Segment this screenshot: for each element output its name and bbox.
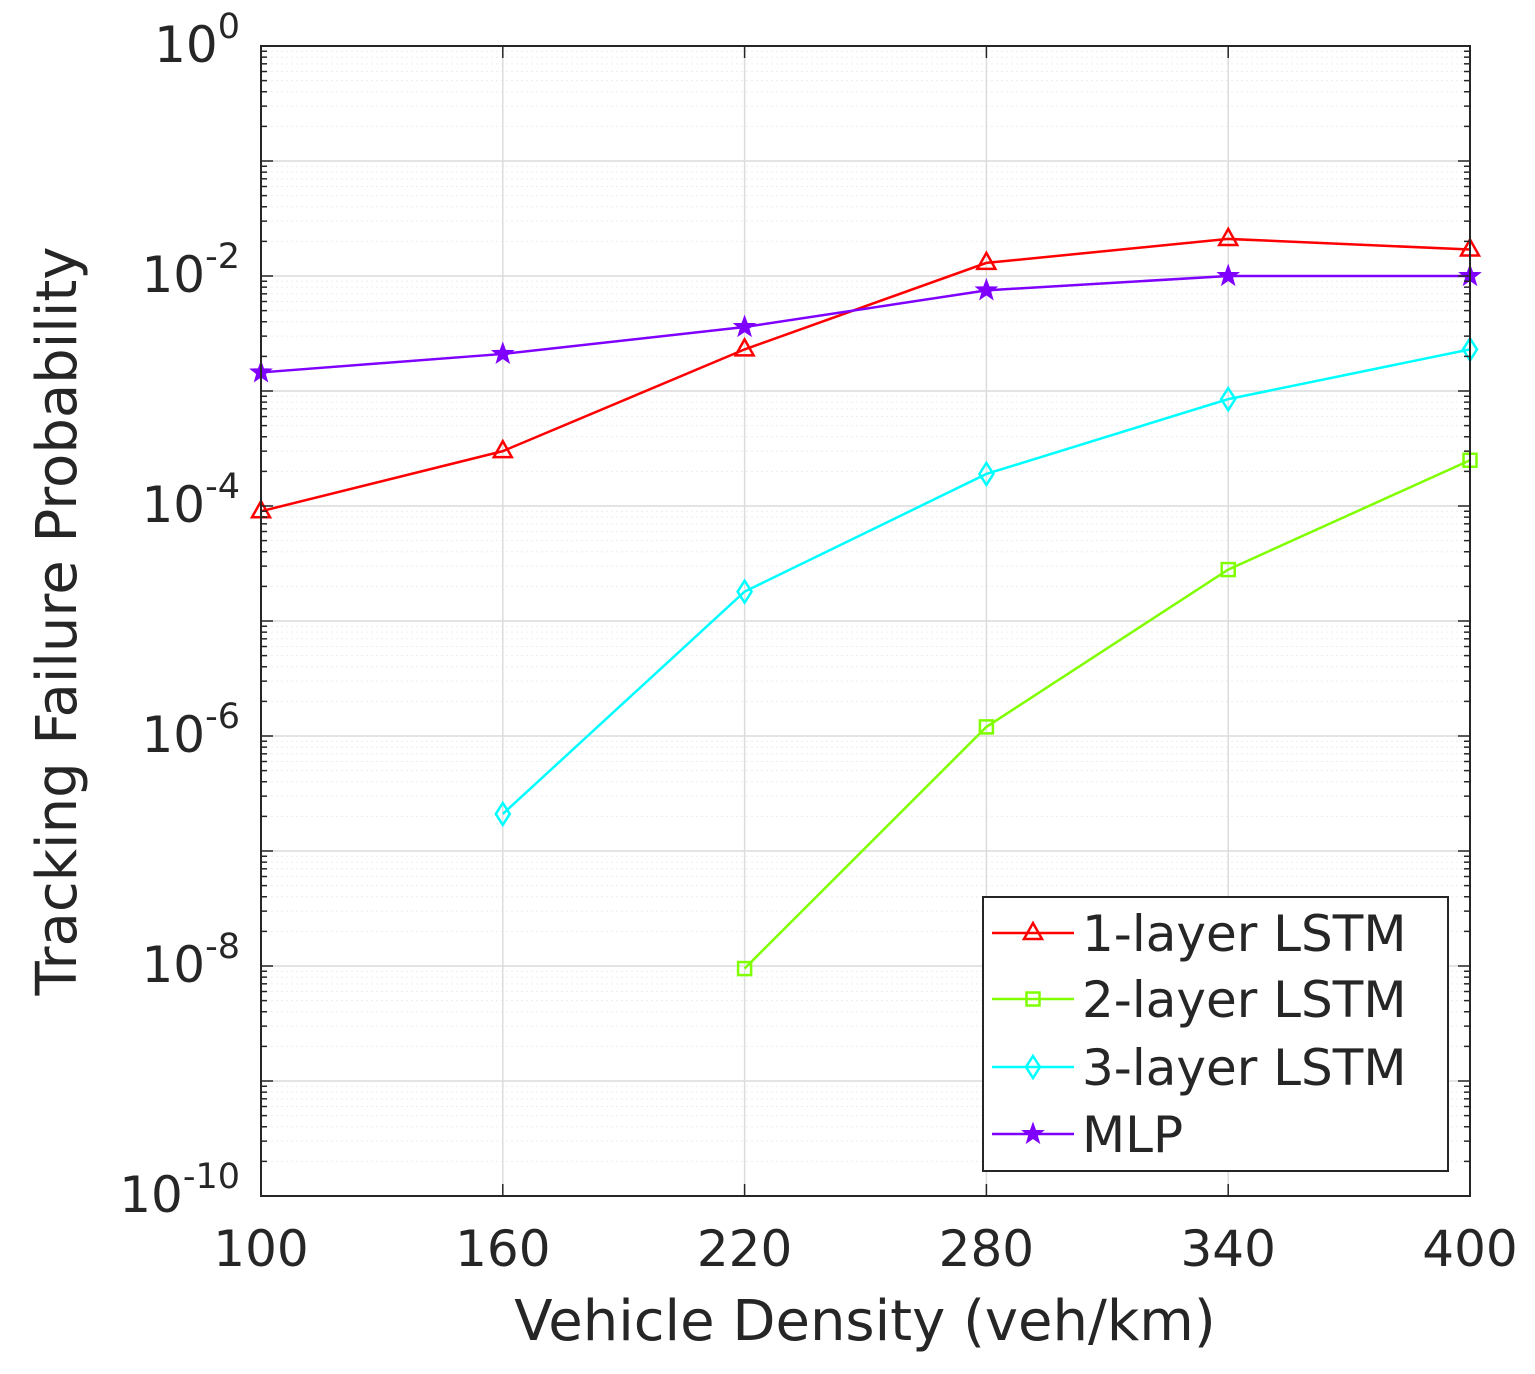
y-tick-label: 10-6: [141, 697, 240, 764]
tick-labels: 100 160 220 280 340 400 100 10-2 10-4 10-6 10-8 10-…: [119, 7, 1518, 1278]
square-marker: [736, 960, 753, 977]
star-marker: [490, 341, 515, 365]
diamond-marker: [977, 460, 995, 488]
legend-entry: 2-layer LSTM: [992, 971, 1406, 1029]
legend-label: 3-layer LSTM: [1082, 1039, 1406, 1097]
triangle-marker: [1217, 226, 1240, 247]
legend-label: MLP: [1082, 1106, 1183, 1164]
x-tick-label: 400: [1422, 1220, 1517, 1278]
x-tick-label: 280: [939, 1220, 1034, 1278]
square-marker: [1220, 561, 1236, 578]
diamond-marker: [736, 578, 754, 605]
diamond-marker: [494, 800, 512, 828]
x-tick-label: 160: [455, 1220, 550, 1278]
series-line: [501, 348, 1471, 815]
star-marker: [1021, 1121, 1045, 1145]
diamond-marker: [1219, 385, 1237, 413]
x-axis-title: Vehicle Density (veh/km): [514, 1289, 1215, 1354]
triangle-marker: [1021, 920, 1045, 941]
legend-label: 1-layer LSTM: [1082, 905, 1406, 963]
y-tick-label: 100: [154, 7, 240, 74]
y-axis-title: Tracking Failure Probability: [25, 247, 90, 997]
diamond-marker: [1024, 1053, 1042, 1081]
legend-entry: 3-layer LSTM: [992, 1039, 1406, 1097]
y-tick-label: 10-2: [141, 237, 240, 304]
minor-grid: [261, 50, 1470, 1162]
triangle-marker: [491, 438, 514, 459]
triangle-marker: [733, 336, 756, 357]
star-marker: [732, 314, 757, 338]
legend-box: [982, 896, 1449, 1172]
x-tick-label: 220: [697, 1220, 792, 1278]
star-marker: [974, 277, 999, 301]
y-tick-label: 10-8: [141, 927, 240, 994]
legend-label: 2-layer LSTM: [1082, 971, 1406, 1029]
triangle-marker: [975, 250, 998, 271]
square-marker: [1025, 991, 1041, 1007]
y-tick-label: 10-10: [119, 1157, 240, 1224]
legend: 1-layer LSTM 2-layer LSTM 3-layer LSTM MLP: [982, 896, 1449, 1172]
axes-box: [260, 45, 1471, 1197]
x-tick-label: 100: [213, 1220, 308, 1278]
series-3-layer-lstm: [494, 336, 1479, 828]
series-line: [260, 237, 1471, 513]
series-line: [260, 274, 1470, 374]
star-marker: [1216, 263, 1241, 287]
x-tick-label: 340: [1180, 1220, 1275, 1278]
series-line: [743, 459, 1471, 970]
legend-entry: MLP: [992, 1106, 1183, 1164]
y-tick-label: 10-4: [141, 467, 240, 534]
square-marker: [978, 719, 995, 735]
legend-entry: 1-layer LSTM: [992, 905, 1406, 963]
